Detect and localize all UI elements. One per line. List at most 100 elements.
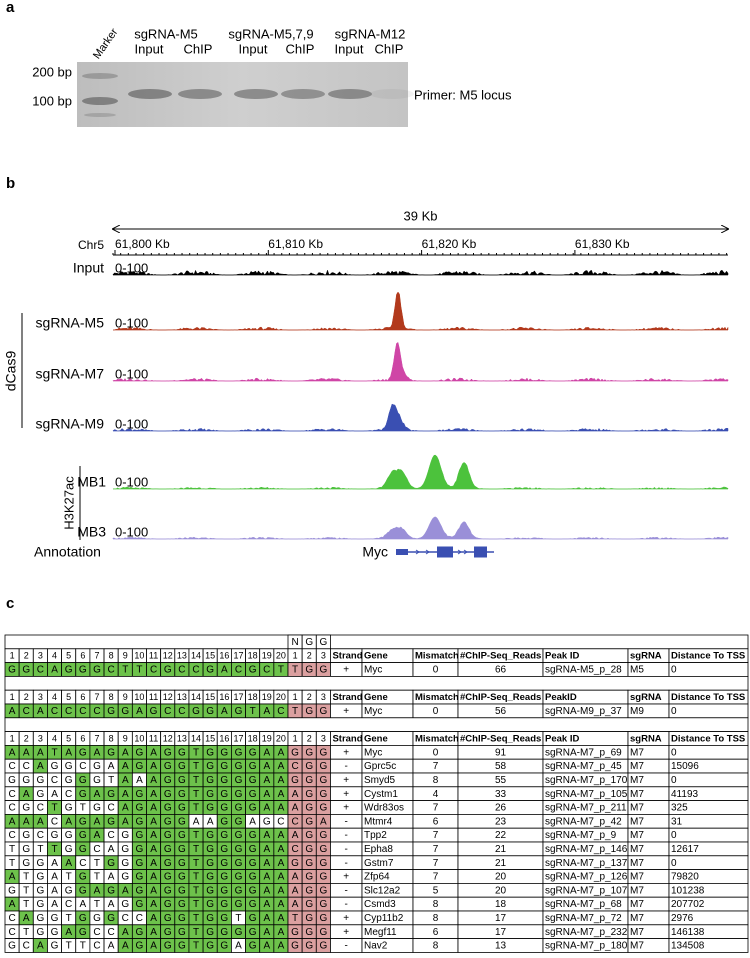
sequence-base: T bbox=[193, 747, 199, 758]
table-value: M7 bbox=[630, 803, 644, 814]
sequence-base: C bbox=[65, 789, 72, 800]
ruler-label: 61,820 Kb bbox=[422, 237, 477, 251]
sequence-base: G bbox=[150, 706, 158, 717]
table-value: Slc12a2 bbox=[364, 885, 401, 896]
sequence-base: G bbox=[178, 803, 186, 814]
sequence-base: G bbox=[206, 761, 214, 772]
position-header: 13 bbox=[177, 651, 187, 661]
sequence-base: G bbox=[65, 844, 73, 855]
position-header: 2 bbox=[24, 733, 29, 743]
table-value: sgRNA-M7_p_232 bbox=[545, 927, 628, 938]
pam-base: G bbox=[305, 858, 313, 869]
table-value: 66 bbox=[495, 665, 507, 676]
position-header: 15 bbox=[205, 692, 215, 702]
position-header: 20 bbox=[276, 692, 286, 702]
sequence-base: A bbox=[263, 858, 270, 869]
sequence-base: G bbox=[235, 761, 243, 772]
pam-base: G bbox=[291, 927, 299, 938]
table-value: 33 bbox=[495, 789, 507, 800]
sequence-base: G bbox=[136, 830, 144, 841]
table-value: 20 bbox=[495, 872, 507, 883]
table-value: 325 bbox=[671, 803, 688, 814]
table-value: 55 bbox=[495, 775, 507, 786]
position-header: 6 bbox=[80, 692, 85, 702]
table-cell bbox=[668, 855, 749, 870]
table-value: Wdr83os bbox=[364, 803, 404, 814]
position-header: 2 bbox=[307, 651, 312, 661]
sequence-base: T bbox=[66, 941, 72, 952]
sequence-base: T bbox=[66, 872, 72, 883]
gene-strand bbox=[425, 549, 430, 555]
sequence-base: A bbox=[263, 927, 270, 938]
sequence-base: G bbox=[220, 872, 228, 883]
pam-base: C bbox=[291, 761, 298, 772]
gene-label: Myc bbox=[362, 544, 388, 560]
sequence-base: G bbox=[206, 830, 214, 841]
position-header: 14 bbox=[191, 733, 201, 743]
sequence-base: A bbox=[278, 941, 285, 952]
sequence-base: G bbox=[79, 830, 87, 841]
sequence-base: T bbox=[37, 844, 43, 855]
track-label: sgRNA-M7 bbox=[36, 366, 105, 382]
sequence-base: G bbox=[51, 913, 59, 924]
sequence-base: G bbox=[220, 789, 228, 800]
sequence-base: G bbox=[93, 803, 101, 814]
column-header: Distance To TSS bbox=[671, 734, 745, 745]
table-value: + bbox=[343, 927, 349, 938]
sequence-base: C bbox=[51, 706, 58, 717]
position-header: 4 bbox=[52, 651, 57, 661]
pam-base: G bbox=[305, 913, 313, 924]
pam-base: G bbox=[319, 706, 327, 717]
pam-base: T bbox=[292, 706, 298, 717]
position-header: 4 bbox=[52, 692, 57, 702]
sequence-base: G bbox=[235, 747, 243, 758]
table-value: 56 bbox=[495, 706, 507, 717]
sequence-base: G bbox=[51, 927, 59, 938]
sequence-base: A bbox=[278, 747, 285, 758]
pam-base: C bbox=[291, 816, 298, 827]
sequence-base: A bbox=[278, 899, 285, 910]
sequence-base: G bbox=[51, 761, 59, 772]
table-value: sgRNA-M9_p_37 bbox=[545, 706, 622, 717]
column-header: Strand bbox=[332, 651, 362, 662]
table-value: + bbox=[343, 775, 349, 786]
sequence-base: A bbox=[122, 761, 129, 772]
sequence-base: A bbox=[278, 913, 285, 924]
ruler-label: 61,800 Kb bbox=[115, 237, 170, 251]
position-header: 19 bbox=[262, 733, 272, 743]
sequence-base: A bbox=[94, 789, 101, 800]
sequence-base: C bbox=[65, 706, 72, 717]
sequence-base: C bbox=[37, 665, 44, 676]
table-value: sgRNA-M7_p_211 bbox=[545, 803, 627, 814]
table-value: 7 bbox=[433, 803, 439, 814]
pam-base: G bbox=[305, 747, 313, 758]
sequence-base: C bbox=[263, 665, 270, 676]
sequence-base: A bbox=[150, 885, 157, 896]
sequence-base: A bbox=[235, 941, 242, 952]
sequence-base: G bbox=[178, 941, 186, 952]
sequence-base: C bbox=[122, 913, 129, 924]
track-label: Input bbox=[73, 260, 104, 276]
column-header: Strand bbox=[332, 692, 362, 703]
table-value: M7 bbox=[630, 789, 644, 800]
sequence-base: G bbox=[206, 706, 214, 717]
sequence-base: T bbox=[193, 899, 199, 910]
sequence-base: A bbox=[249, 816, 256, 827]
table-row bbox=[4, 634, 749, 650]
pam-base: T bbox=[292, 665, 298, 676]
sequence-base: A bbox=[23, 747, 30, 758]
table-value: M7 bbox=[630, 913, 644, 924]
sequence-base: G bbox=[220, 816, 228, 827]
pam-base: G bbox=[319, 665, 327, 676]
sequence-base: A bbox=[263, 761, 270, 772]
table-value: - bbox=[345, 885, 348, 896]
sequence-base: G bbox=[22, 844, 30, 855]
table-value: 4 bbox=[433, 789, 439, 800]
table-value: + bbox=[343, 803, 349, 814]
coverage-track bbox=[112, 269, 729, 276]
track-label: MB1 bbox=[77, 474, 106, 490]
sequence-base: G bbox=[36, 885, 44, 896]
table-value: 146138 bbox=[671, 927, 705, 938]
sequence-base: C bbox=[8, 913, 15, 924]
